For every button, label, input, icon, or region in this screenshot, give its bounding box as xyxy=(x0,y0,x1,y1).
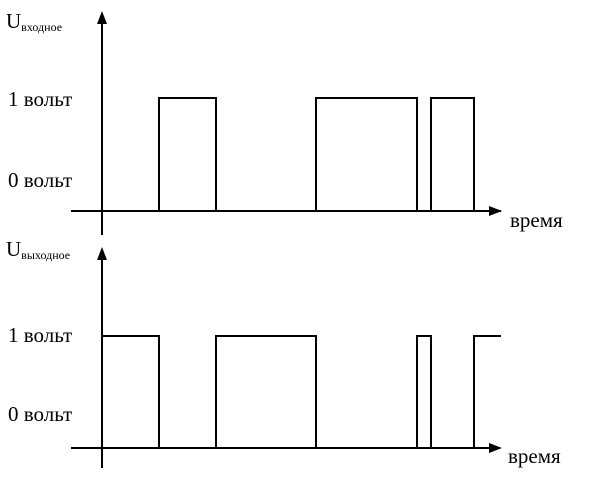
top-x-axis-label: время xyxy=(510,208,563,232)
input-signal-chart: Uвходное 1 вольт 0 вольт время xyxy=(6,9,563,235)
bottom-x-axis-arrow xyxy=(489,443,502,453)
output-signal-line xyxy=(101,335,501,449)
bottom-level-high-label: 1 вольт xyxy=(8,323,72,347)
bottom-y-axis-arrow xyxy=(97,247,107,260)
top-y-axis-label: Uвходное xyxy=(6,9,62,34)
top-level-low-label: 0 вольт xyxy=(8,168,72,192)
top-level-high-label: 1 вольт xyxy=(8,87,72,111)
top-y-axis-arrow xyxy=(97,11,107,24)
input-signal-line xyxy=(101,97,501,212)
bottom-x-axis-label: время xyxy=(508,444,561,468)
bottom-y-axis-label: Uвыходное xyxy=(6,237,70,262)
output-signal-chart: Uвыходное 1 вольт 0 вольт время xyxy=(6,237,561,468)
bottom-level-low-label: 0 вольт xyxy=(8,402,72,426)
